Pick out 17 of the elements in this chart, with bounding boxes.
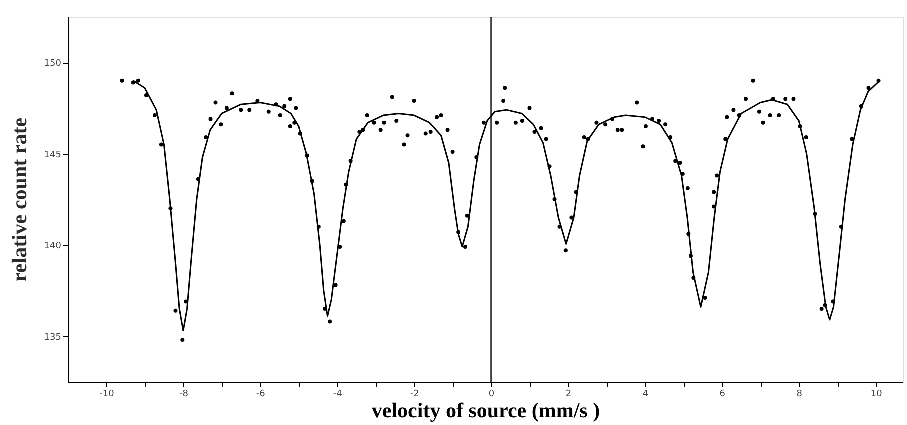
- x-tick-label: 6: [720, 390, 726, 400]
- y-tick-label: 135: [44, 332, 62, 343]
- y-tick-label: 150: [44, 59, 62, 70]
- x-axis-title: velocity of source (mm/s ): [372, 398, 600, 422]
- x-tick-label: 10: [870, 390, 883, 400]
- x-tick-label: 8: [796, 390, 803, 400]
- x-tick-label: 4: [642, 390, 649, 400]
- x-tick-label: -4: [333, 390, 343, 400]
- y-tick-label: 140: [44, 242, 62, 252]
- y-axis-title: relative count rate: [7, 118, 32, 282]
- x-tick-label: -10: [100, 390, 115, 400]
- x-tick-label: -6: [256, 390, 266, 400]
- x-tick-label: -2: [410, 390, 420, 400]
- x-tick-label: 0: [488, 390, 495, 400]
- y-tick-label: 145: [44, 150, 62, 160]
- x-tick-label: -8: [179, 390, 189, 400]
- x-tick-label: 2: [566, 390, 572, 400]
